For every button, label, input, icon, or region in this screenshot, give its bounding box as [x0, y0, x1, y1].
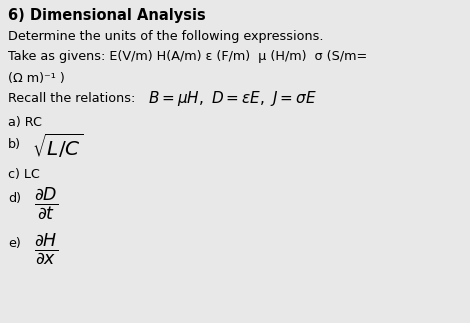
Text: Recall the relations:: Recall the relations: [8, 92, 143, 105]
Text: $\dfrac{\partial H}{\partial x}$: $\dfrac{\partial H}{\partial x}$ [34, 231, 58, 266]
Text: 6) Dimensional Analysis: 6) Dimensional Analysis [8, 8, 206, 23]
Text: e): e) [8, 237, 21, 250]
Text: $\dfrac{\partial D}{\partial t}$: $\dfrac{\partial D}{\partial t}$ [34, 185, 58, 221]
Text: $B = \mu H,\ D = \varepsilon E,\ J = \sigma E$: $B = \mu H,\ D = \varepsilon E,\ J = \si… [148, 89, 317, 108]
Text: d): d) [8, 192, 21, 205]
Text: Take as givens: E(V/m) H(A/m) ε (F/m)  μ (H/m)  σ (S/m=: Take as givens: E(V/m) H(A/m) ε (F/m) μ … [8, 50, 367, 63]
Text: $\sqrt{L/C}$: $\sqrt{L/C}$ [32, 132, 84, 160]
Text: (Ω m)⁻¹ ): (Ω m)⁻¹ ) [8, 72, 65, 85]
Text: b): b) [8, 138, 21, 151]
Text: c) LC: c) LC [8, 168, 40, 181]
Text: Determine the units of the following expressions.: Determine the units of the following exp… [8, 30, 323, 43]
Text: a) RC: a) RC [8, 116, 42, 129]
